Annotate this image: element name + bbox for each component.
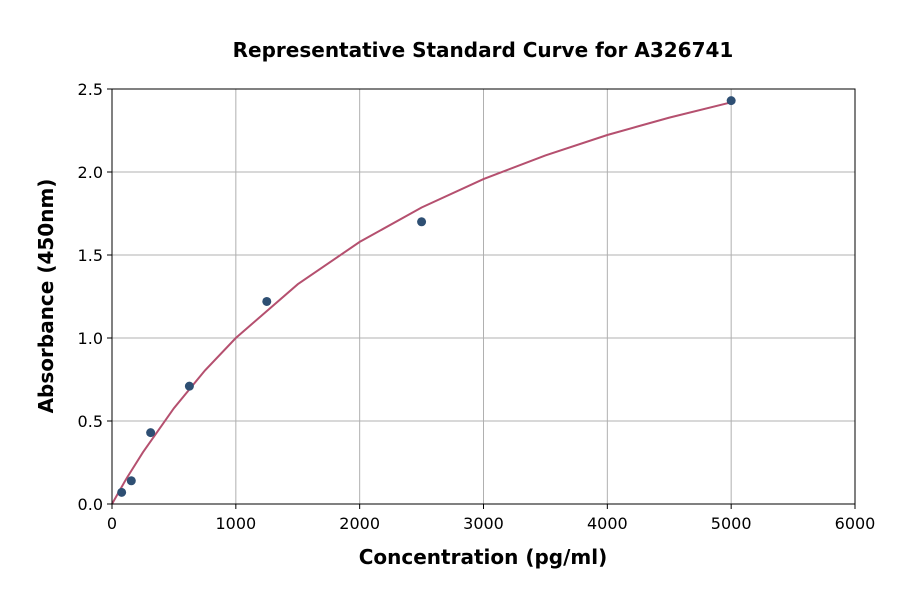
data-point: [726, 96, 736, 106]
data-point: [117, 487, 127, 497]
x-tick-label: 4000: [587, 514, 628, 533]
x-tick-label: 1000: [215, 514, 256, 533]
y-ticks: 0.0 0.5 1.0 1.5 2.0 2.5: [78, 80, 112, 514]
grid: [111, 88, 856, 505]
data-point: [262, 296, 272, 306]
data-point: [146, 428, 156, 438]
x-tick-label: 0: [107, 514, 117, 533]
data-point: [126, 476, 136, 486]
x-tick-label: 3000: [463, 514, 504, 533]
chart-title: Representative Standard Curve for A32674…: [233, 38, 734, 62]
fit-curve-group: [111, 101, 732, 505]
y-tick-label: 1.5: [78, 246, 103, 265]
y-axis-label: Absorbance (450nm): [34, 179, 58, 414]
x-tick-label: 2000: [339, 514, 380, 533]
x-ticks: 0 1000 2000 3000 4000 5000 6000: [107, 504, 875, 533]
data-point: [417, 217, 427, 227]
x-tick-label: 5000: [711, 514, 752, 533]
y-tick-label: 0.5: [78, 412, 103, 431]
y-tick-label: 0.0: [78, 495, 103, 514]
x-axis-label: Concentration (pg/ml): [359, 545, 608, 569]
x-tick-label: 6000: [835, 514, 876, 533]
data-point: [184, 381, 194, 391]
data-points: [117, 96, 736, 497]
y-tick-label: 2.5: [78, 80, 103, 99]
y-tick-label: 2.0: [78, 163, 103, 182]
fit-curve: [111, 101, 732, 505]
y-tick-label: 1.0: [78, 329, 103, 348]
